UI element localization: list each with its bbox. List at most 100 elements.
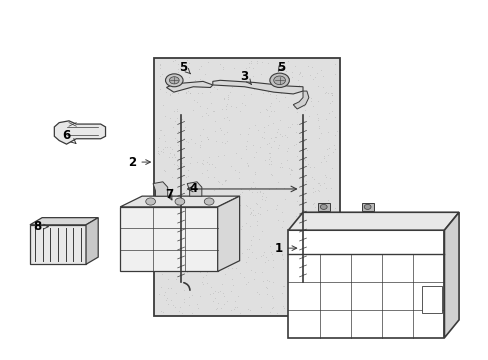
Polygon shape <box>212 80 303 94</box>
Point <box>177 82 184 88</box>
Point <box>214 153 222 158</box>
Point <box>231 167 239 173</box>
Point <box>330 146 338 152</box>
Point <box>182 243 189 249</box>
Point <box>248 179 256 185</box>
Point <box>213 289 221 294</box>
Point <box>274 145 282 151</box>
Point <box>260 157 268 163</box>
Point <box>182 90 190 96</box>
Point <box>182 139 190 144</box>
Point <box>269 295 277 301</box>
Point <box>197 246 205 251</box>
Point <box>332 129 340 134</box>
Point <box>210 174 218 180</box>
Point <box>326 83 334 89</box>
Point <box>211 199 219 204</box>
Point <box>161 144 168 150</box>
Point <box>248 65 256 71</box>
Point <box>294 82 302 88</box>
Text: 4: 4 <box>189 183 197 195</box>
Point <box>156 65 164 71</box>
Point <box>196 103 204 109</box>
Point <box>283 104 291 110</box>
Point <box>171 57 179 63</box>
Polygon shape <box>187 182 202 196</box>
Point <box>276 164 284 170</box>
Point <box>323 146 330 152</box>
Point <box>314 189 322 194</box>
Point <box>165 91 173 97</box>
Point <box>329 212 337 218</box>
Point <box>264 156 272 162</box>
Point <box>166 215 174 221</box>
Point <box>210 164 218 170</box>
Point <box>322 90 329 95</box>
Point <box>280 283 288 288</box>
Point <box>241 220 249 226</box>
Point <box>309 201 317 206</box>
Point <box>308 253 316 258</box>
Circle shape <box>169 77 179 84</box>
Point <box>260 259 268 265</box>
Point <box>301 108 308 113</box>
Point <box>298 197 305 202</box>
FancyBboxPatch shape <box>154 58 339 316</box>
Point <box>300 136 307 142</box>
Point <box>236 108 244 113</box>
Point <box>168 185 176 191</box>
Point <box>159 266 166 272</box>
Point <box>211 118 219 124</box>
Point <box>219 301 227 307</box>
Point <box>169 88 177 94</box>
Point <box>243 160 251 166</box>
Bar <box>422 286 441 313</box>
Point <box>313 98 321 104</box>
Point <box>250 276 258 282</box>
Point <box>307 174 315 179</box>
Point <box>216 261 224 266</box>
Point <box>183 88 191 94</box>
Point <box>160 167 168 173</box>
Point <box>188 310 196 316</box>
Point <box>255 204 263 210</box>
Point <box>288 303 296 309</box>
Point <box>196 293 204 299</box>
Point <box>205 226 213 232</box>
Point <box>251 255 259 261</box>
Point <box>319 284 327 290</box>
Point <box>272 95 280 101</box>
Point <box>312 286 320 292</box>
Point <box>220 205 228 211</box>
Point <box>331 285 339 291</box>
Point <box>153 248 161 254</box>
Point <box>235 270 243 276</box>
Point <box>330 291 338 297</box>
Point <box>320 153 328 158</box>
Point <box>174 66 182 72</box>
Point <box>283 58 291 64</box>
Point <box>163 74 171 80</box>
Point <box>287 167 295 173</box>
Text: 3: 3 <box>240 69 251 85</box>
Point <box>183 248 191 254</box>
Point <box>324 197 331 202</box>
Circle shape <box>320 204 326 210</box>
Point <box>247 209 255 215</box>
Point <box>164 222 172 228</box>
Point <box>301 229 309 235</box>
Point <box>246 91 254 96</box>
Point <box>191 264 199 270</box>
Point <box>266 135 274 141</box>
Point <box>321 116 329 122</box>
Point <box>202 196 209 202</box>
Point <box>314 83 322 89</box>
Point <box>306 72 314 78</box>
Point <box>156 61 164 67</box>
Point <box>252 201 260 207</box>
Point <box>305 303 313 309</box>
Point <box>218 107 226 112</box>
Point <box>223 129 231 135</box>
Point <box>169 238 177 244</box>
Point <box>303 280 310 285</box>
